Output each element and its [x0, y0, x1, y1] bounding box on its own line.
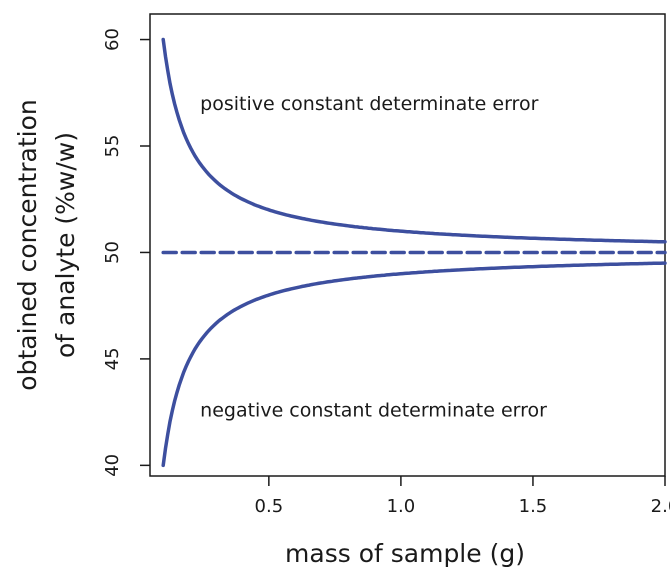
- annotation-layer: positive constant determinate error negat…: [200, 93, 547, 422]
- y-tick-label: 50: [102, 241, 123, 264]
- x-tick-label: 1.5: [519, 496, 548, 517]
- plot-frame: [149, 13, 666, 477]
- series-layer: [161, 37, 667, 468]
- y-axis: 40 45 50 55 60: [102, 28, 150, 477]
- negative-error-curve: [161, 261, 667, 468]
- x-tick-label: 0.5: [255, 496, 284, 517]
- x-axis: 0.5 1.0 1.5 2.0: [255, 476, 670, 517]
- y-tick-label: 40: [102, 454, 123, 477]
- annotation-label: positive constant determinate error: [200, 93, 538, 115]
- y-axis-label-line-1: obtained concentration: [13, 99, 42, 390]
- y-axis-label-line-2: of analyte (%w/w): [51, 132, 80, 358]
- annotation-label: negative constant determinate error: [200, 399, 547, 421]
- x-tick-label: 1.0: [387, 496, 416, 517]
- y-tick-label: 45: [102, 347, 123, 370]
- y-tick-label: 60: [102, 28, 123, 51]
- positive-error-curve: [161, 37, 667, 244]
- y-tick-label: 55: [102, 135, 123, 158]
- x-axis-label: mass of sample (g): [285, 539, 525, 568]
- x-tick-label: 2.0: [651, 496, 670, 517]
